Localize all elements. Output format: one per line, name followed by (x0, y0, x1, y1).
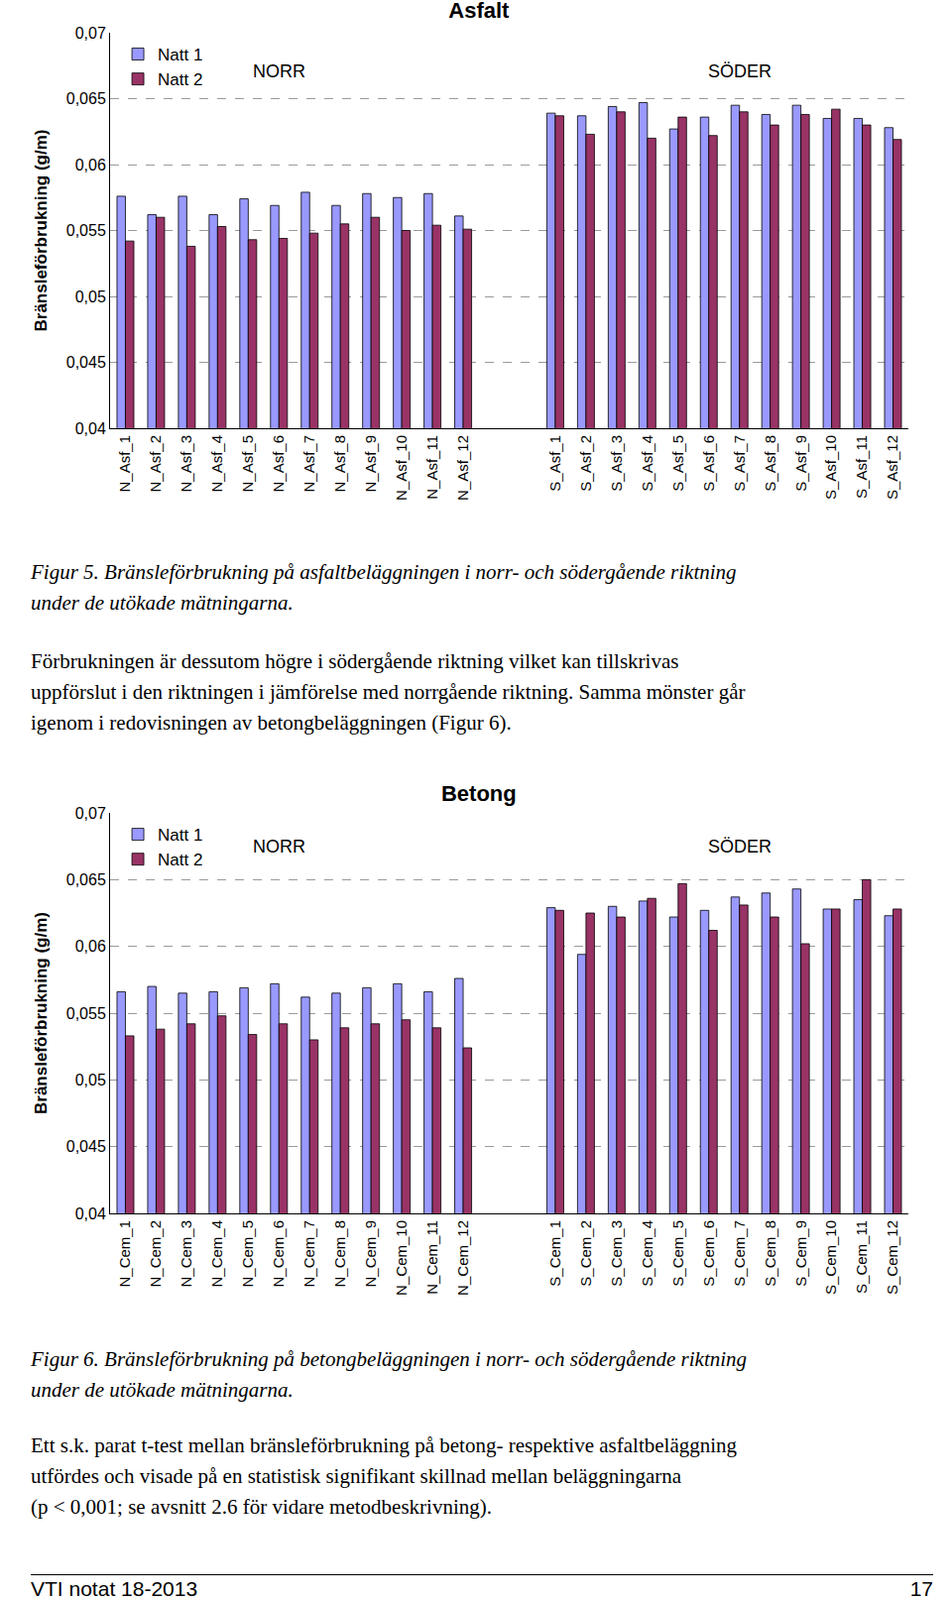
svg-text:0,055: 0,055 (66, 1005, 107, 1023)
svg-text:0,045: 0,045 (66, 1138, 107, 1156)
svg-text:0,07: 0,07 (75, 24, 107, 42)
svg-text:S_Asf_1: S_Asf_1 (546, 435, 564, 492)
svg-text:NORR: NORR (252, 61, 306, 82)
svg-text:N_Cem_11: N_Cem_11 (423, 1220, 441, 1296)
svg-text:N_Asf_2: N_Asf_2 (146, 435, 164, 493)
html-text:Förbrukningen är dessutom högr: Förbrukningen är dessutom högre i söderg… (30, 649, 679, 674)
svg-text:N_Asf_7: N_Asf_7 (300, 435, 318, 493)
svg-text:S_Asf_2: S_Asf_2 (577, 435, 595, 492)
svg-text:S_Cem_8: S_Cem_8 (761, 1220, 779, 1288)
html-text:Figur 5. Bränsleförbrukning på: Figur 5. Bränsleförbrukning på asfaltbel… (30, 560, 737, 585)
svg-text:Betong: Betong (441, 783, 517, 807)
svg-text:Natt 1: Natt 1 (157, 45, 203, 65)
svg-text:S_Cem_12: S_Cem_12 (883, 1220, 901, 1296)
svg-text:S_Cem_6: S_Cem_6 (700, 1220, 717, 1288)
svg-text:N_Asf_5: N_Asf_5 (238, 435, 256, 493)
svg-text:S_Cem_11: S_Cem_11 (852, 1220, 870, 1295)
svg-text:0,04: 0,04 (75, 1205, 107, 1223)
svg-text:S_Asf_9: S_Asf_9 (792, 435, 810, 492)
html-text:under de utökade mätningarna.: under de utökade mätningarna. (30, 1378, 294, 1403)
svg-text:N_Cem_12: N_Cem_12 (454, 1220, 472, 1297)
html-text:Ett s.k. parat t-test mellan b: Ett s.k. parat t-test mellan bränsleförb… (30, 1433, 737, 1458)
svg-text:S_Cem_4: S_Cem_4 (638, 1220, 656, 1288)
svg-text:NORR: NORR (252, 836, 306, 857)
svg-text:0,065: 0,065 (66, 871, 107, 889)
svg-text:N_Asf_6: N_Asf_6 (269, 435, 287, 493)
svg-text:N_Asf_3: N_Asf_3 (177, 435, 195, 493)
svg-text:N_Cem_6: N_Cem_6 (269, 1220, 287, 1289)
svg-text:N_Asf_1: N_Asf_1 (116, 435, 133, 493)
html-text:under de utökade mätningarna.: under de utökade mätningarna. (30, 591, 294, 615)
svg-text:N_Cem_1: N_Cem_1 (116, 1220, 133, 1289)
svg-text:S_Asf_12: S_Asf_12 (883, 435, 901, 500)
svg-text:N_Cem_10: N_Cem_10 (392, 1220, 410, 1297)
svg-text:S_Cem_9: S_Cem_9 (792, 1220, 810, 1288)
svg-text:S_Cem_10: S_Cem_10 (822, 1220, 839, 1296)
svg-text:N_Asf_12: N_Asf_12 (454, 435, 472, 501)
svg-text:S_Asf_3: S_Asf_3 (607, 435, 625, 492)
svg-text:SÖDER: SÖDER (708, 61, 772, 82)
svg-text:S_Asf_8: S_Asf_8 (761, 435, 779, 492)
svg-text:0,045: 0,045 (66, 354, 107, 371)
svg-text:N_Asf_8: N_Asf_8 (331, 435, 349, 493)
svg-text:S_Asf_7: S_Asf_7 (730, 435, 748, 492)
svg-text:0,07: 0,07 (75, 805, 107, 823)
svg-text:Natt 1: Natt 1 (157, 826, 203, 845)
svg-text:S_Asf_4: S_Asf_4 (638, 435, 656, 492)
svg-text:S_Cem_3: S_Cem_3 (607, 1220, 625, 1288)
svg-text:Bränsleförbrukning (g/m): Bränsleförbrukning (g/m) (31, 128, 51, 332)
svg-text:S_Cem_5: S_Cem_5 (669, 1220, 687, 1288)
svg-text:N_Cem_9: N_Cem_9 (361, 1220, 379, 1289)
svg-text:Asfalt: Asfalt (448, 0, 510, 23)
svg-text:N_Asf_4: N_Asf_4 (208, 435, 226, 493)
html-text:igenom i redovisningen av beto: igenom i redovisningen av betongbeläggni… (30, 711, 512, 735)
svg-text:0,05: 0,05 (75, 1071, 107, 1089)
svg-text:SÖDER: SÖDER (708, 836, 772, 857)
html-text:Figur 6. Bränsleförbrukning på: Figur 6. Bränsleförbrukning på betongbel… (30, 1347, 747, 1372)
svg-text:0,06: 0,06 (75, 156, 107, 174)
svg-text:0,06: 0,06 (75, 938, 107, 955)
svg-text:S_Cem_7: S_Cem_7 (730, 1220, 748, 1288)
svg-text:N_Cem_2: N_Cem_2 (146, 1220, 164, 1289)
svg-text:0,055: 0,055 (66, 222, 107, 239)
svg-text:N_Cem_5: N_Cem_5 (238, 1220, 256, 1289)
svg-text:N_Asf_11: N_Asf_11 (423, 435, 441, 500)
svg-text:N_Cem_4: N_Cem_4 (208, 1220, 226, 1289)
svg-text:N_Cem_3: N_Cem_3 (177, 1220, 195, 1289)
html-text:17: 17 (909, 1577, 934, 1600)
svg-text:Natt 2: Natt 2 (157, 850, 203, 870)
svg-text:Bränsleförbrukning (g/m): Bränsleförbrukning (g/m) (31, 912, 51, 1115)
svg-text:S_Cem_2: S_Cem_2 (577, 1220, 595, 1288)
svg-text:0,065: 0,065 (66, 90, 107, 108)
html-text:utfördes och visade på en stat: utfördes och visade på en statistisk sig… (30, 1464, 682, 1489)
svg-text:S_Cem_1: S_Cem_1 (546, 1220, 564, 1288)
svg-text:S_Asf_6: S_Asf_6 (700, 435, 717, 492)
html-text:VTI notat 18-2013: VTI notat 18-2013 (30, 1577, 198, 1600)
svg-text:S_Asf_11: S_Asf_11 (852, 435, 870, 499)
svg-text:0,05: 0,05 (75, 288, 107, 306)
svg-text:0,04: 0,04 (75, 420, 107, 438)
svg-text:N_Asf_10: N_Asf_10 (392, 435, 410, 501)
svg-text:N_Cem_7: N_Cem_7 (300, 1220, 318, 1289)
svg-text:N_Cem_8: N_Cem_8 (331, 1220, 349, 1289)
svg-text:Natt 2: Natt 2 (157, 70, 203, 90)
html-text:(p < 0,001; se avsnitt 2.6 för: (p < 0,001; se avsnitt 2.6 för vidare me… (30, 1495, 492, 1520)
svg-text:S_Asf_5: S_Asf_5 (669, 435, 687, 492)
svg-text:S_Asf_10: S_Asf_10 (822, 435, 839, 500)
svg-text:N_Asf_9: N_Asf_9 (361, 435, 379, 493)
html-text:uppförslut i den riktningen i: uppförslut i den riktningen i jämförelse… (30, 680, 746, 705)
